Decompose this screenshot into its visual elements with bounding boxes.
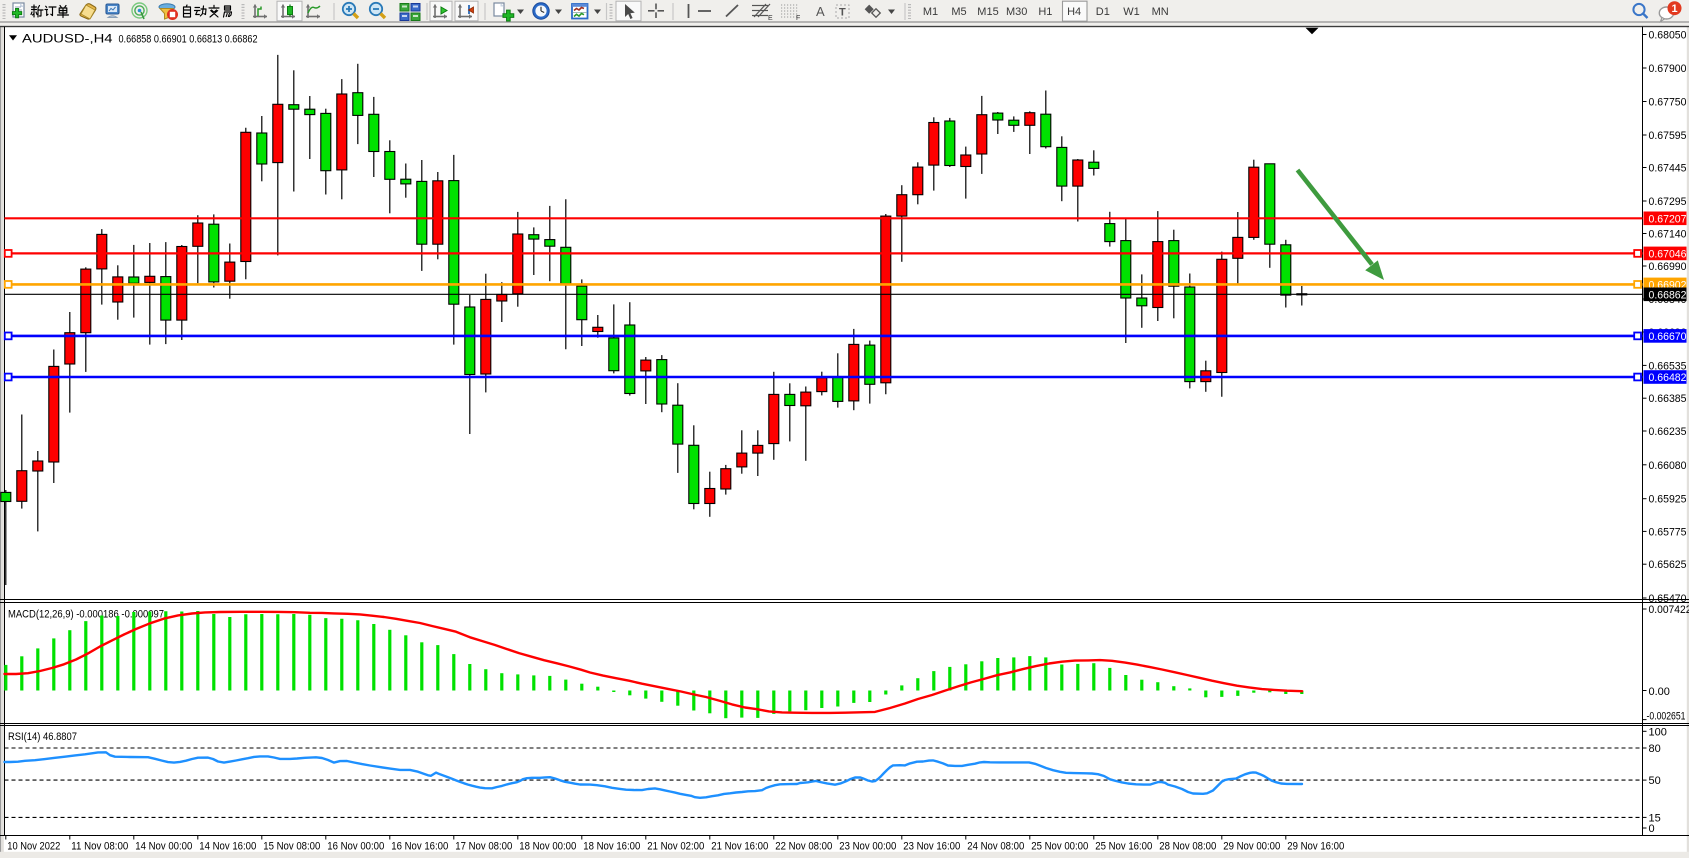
svg-text:0.007422: 0.007422	[1649, 604, 1689, 616]
svg-text:M5: M5	[951, 6, 966, 18]
svg-text:25 Nov 00:00: 25 Nov 00:00	[1031, 841, 1088, 853]
svg-text:21 Nov 02:00: 21 Nov 02:00	[647, 841, 704, 853]
svg-text:0.66670: 0.66670	[1649, 331, 1687, 343]
svg-text:16 Nov 16:00: 16 Nov 16:00	[391, 841, 448, 853]
svg-text:17 Nov 08:00: 17 Nov 08:00	[455, 841, 512, 853]
svg-text:T: T	[839, 7, 846, 19]
svg-text:0.67900: 0.67900	[1649, 63, 1687, 75]
svg-text:M1: M1	[923, 6, 938, 18]
svg-text:14 Nov 16:00: 14 Nov 16:00	[199, 841, 256, 853]
svg-text:80: 80	[1649, 743, 1661, 755]
svg-text:A: A	[816, 4, 825, 19]
svg-text:14 Nov 00:00: 14 Nov 00:00	[135, 841, 192, 853]
svg-text:H4: H4	[1067, 6, 1081, 18]
svg-text:0.66385: 0.66385	[1649, 393, 1687, 405]
svg-text:0.66858 0.66901 0.66813 0.6686: 0.66858 0.66901 0.66813 0.66862	[119, 34, 258, 46]
svg-text:M30: M30	[1006, 6, 1027, 18]
svg-text:29 Nov 16:00: 29 Nov 16:00	[1287, 841, 1344, 853]
svg-text:100: 100	[1649, 726, 1667, 738]
svg-text:0.66990: 0.66990	[1649, 261, 1687, 273]
svg-text:0.68050: 0.68050	[1649, 30, 1687, 42]
svg-text:0.67595: 0.67595	[1649, 130, 1687, 142]
svg-text:29 Nov 00:00: 29 Nov 00:00	[1223, 841, 1280, 853]
svg-text:0: 0	[1649, 823, 1655, 835]
svg-text:0.67140: 0.67140	[1649, 229, 1687, 241]
svg-text:0.66482: 0.66482	[1649, 372, 1687, 384]
svg-text:0.66080: 0.66080	[1649, 460, 1687, 472]
svg-text:22 Nov 08:00: 22 Nov 08:00	[775, 841, 832, 853]
svg-text:23 Nov 00:00: 23 Nov 00:00	[839, 841, 896, 853]
svg-text:28 Nov 08:00: 28 Nov 08:00	[1159, 841, 1216, 853]
svg-text:MACD(12,26,9) -0.000186 -0.000: MACD(12,26,9) -0.000186 -0.000097	[8, 609, 164, 621]
svg-text:11 Nov 08:00: 11 Nov 08:00	[71, 841, 128, 853]
svg-text:0.65925: 0.65925	[1649, 494, 1687, 506]
svg-text:F: F	[796, 15, 800, 22]
svg-text:21 Nov 16:00: 21 Nov 16:00	[711, 841, 768, 853]
svg-text:15 Nov 08:00: 15 Nov 08:00	[263, 841, 320, 853]
svg-text:H1: H1	[1038, 6, 1052, 18]
svg-text:24 Nov 08:00: 24 Nov 08:00	[967, 841, 1024, 853]
svg-text:0.00: 0.00	[1649, 686, 1670, 698]
svg-text:M15: M15	[977, 6, 998, 18]
svg-text:MN: MN	[1152, 6, 1169, 18]
svg-text:0.67295: 0.67295	[1649, 196, 1687, 208]
svg-text:0.67046: 0.67046	[1649, 248, 1687, 260]
svg-text:E: E	[768, 15, 773, 22]
svg-text:23 Nov 16:00: 23 Nov 16:00	[903, 841, 960, 853]
svg-text:1: 1	[1671, 3, 1677, 15]
svg-text:-0.002651: -0.002651	[1647, 711, 1686, 723]
svg-text:50: 50	[1649, 775, 1661, 787]
svg-text:0.66862: 0.66862	[1649, 289, 1687, 301]
svg-text:18 Nov 00:00: 18 Nov 00:00	[519, 841, 576, 853]
svg-text:0.67445: 0.67445	[1649, 163, 1687, 175]
svg-text:25 Nov 16:00: 25 Nov 16:00	[1095, 841, 1152, 853]
svg-text:10 Nov 2022: 10 Nov 2022	[7, 841, 60, 853]
svg-text:0.67750: 0.67750	[1649, 97, 1687, 109]
svg-text:0.65775: 0.65775	[1649, 526, 1687, 538]
svg-text:0.67207: 0.67207	[1649, 213, 1687, 225]
svg-text:RSI(14) 46.8807: RSI(14) 46.8807	[8, 731, 77, 743]
svg-text:0.66235: 0.66235	[1649, 426, 1687, 438]
svg-text:W1: W1	[1123, 6, 1140, 18]
svg-text:18 Nov 16:00: 18 Nov 16:00	[583, 841, 640, 853]
svg-text:D1: D1	[1096, 6, 1110, 18]
svg-text:0.65625: 0.65625	[1649, 559, 1687, 571]
svg-text:AUDUSD-,H4: AUDUSD-,H4	[22, 32, 113, 46]
svg-text:16 Nov 00:00: 16 Nov 00:00	[327, 841, 384, 853]
